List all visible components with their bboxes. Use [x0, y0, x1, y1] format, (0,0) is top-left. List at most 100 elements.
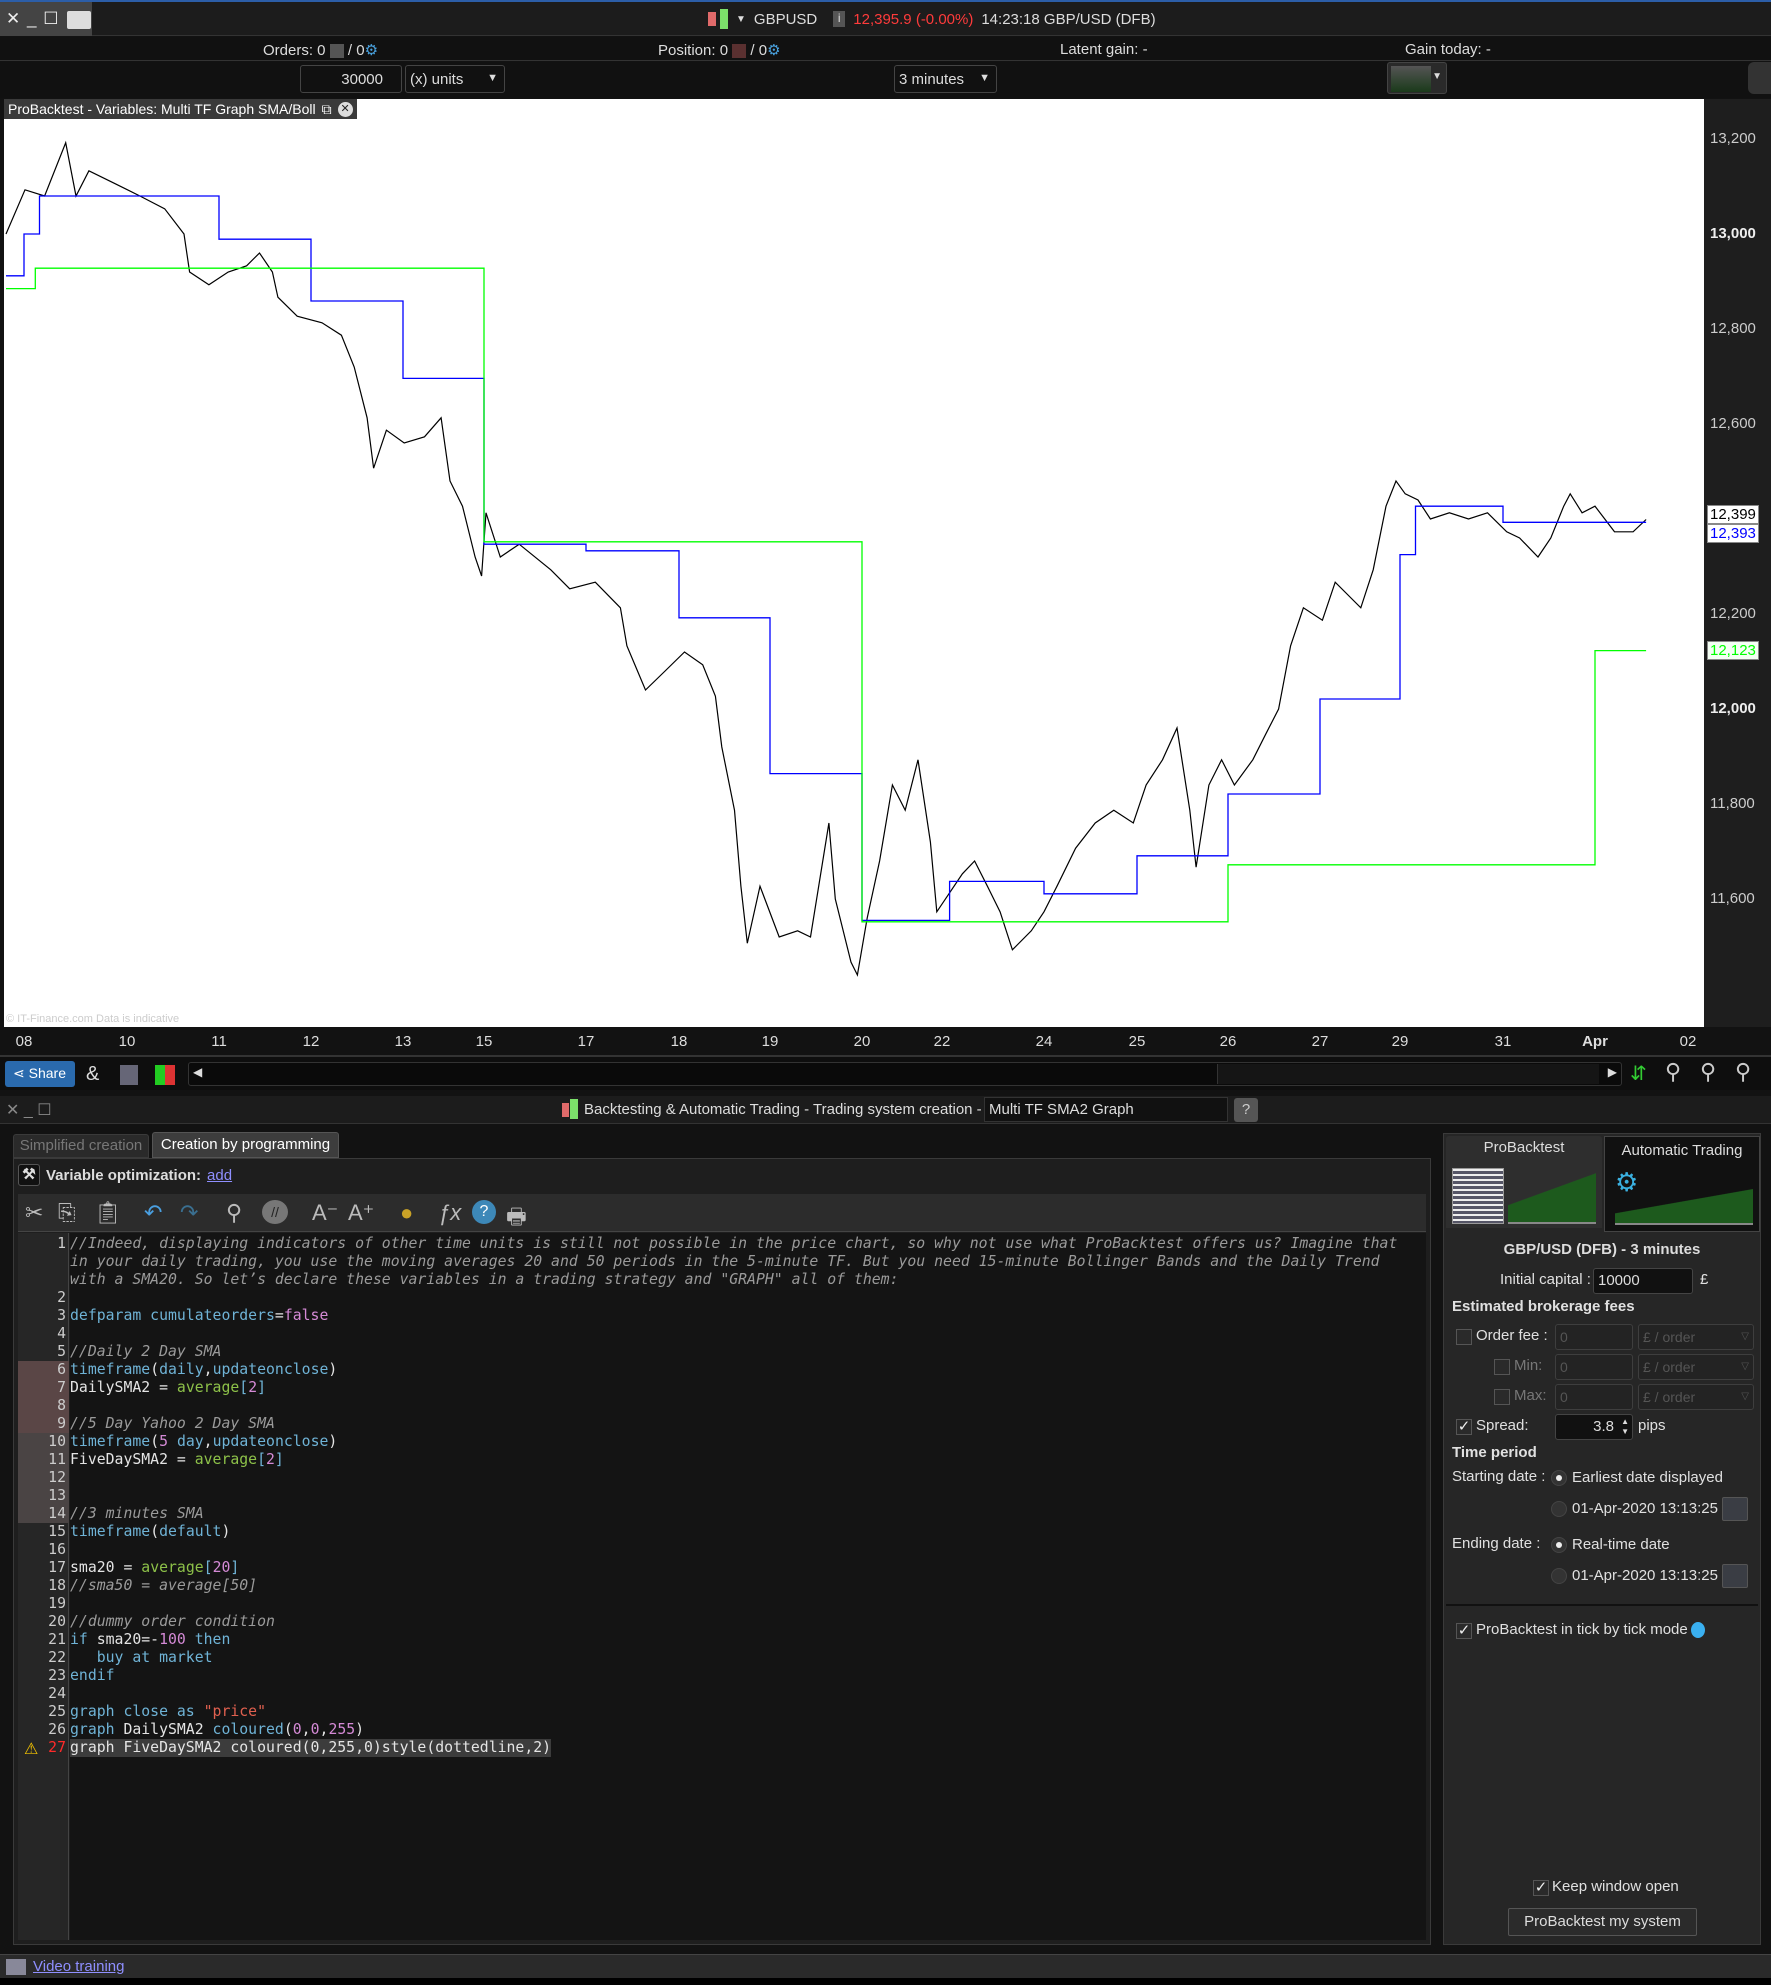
autoscale-icon[interactable]: ⇵: [1630, 1063, 1647, 1085]
close-icon[interactable]: ✕: [6, 1102, 20, 1119]
chevron-down-icon[interactable]: ▼: [736, 13, 746, 25]
max-checkbox[interactable]: [1494, 1389, 1510, 1405]
end-date-radio[interactable]: [1551, 1568, 1567, 1584]
print-icon[interactable]: 🖶︎: [506, 1204, 527, 1229]
start-date-radio[interactable]: [1551, 1501, 1567, 1517]
calendar-icon[interactable]: [1722, 1497, 1748, 1521]
video-training-link[interactable]: Video training: [33, 1958, 125, 1975]
code-line[interactable]: sma20 = average[20]: [70, 1559, 239, 1577]
code-line[interactable]: //Daily 2 Day SMA: [70, 1343, 221, 1361]
chart-scrollbar[interactable]: ◀ ▶: [188, 1062, 1622, 1086]
minimize-icon[interactable]: _: [26, 9, 37, 28]
code-line[interactable]: DailySMA2 = average[2]: [70, 1379, 266, 1397]
volume-icon[interactable]: [155, 1065, 175, 1085]
scrollbar-thumb[interactable]: [1217, 1064, 1599, 1084]
code-line[interactable]: //dummy order condition: [70, 1613, 275, 1631]
keyboard-icon[interactable]: [67, 10, 92, 29]
tab-simplified-creation[interactable]: Simplified creation: [13, 1134, 149, 1158]
minimize-icon[interactable]: _: [23, 1102, 33, 1119]
min-fee-unit[interactable]: £ / order ▽: [1638, 1354, 1754, 1380]
share-button[interactable]: ⋖ Share: [5, 1061, 75, 1087]
code-line[interactable]: //5 Day Yahoo 2 Day SMA: [70, 1415, 275, 1433]
code-line[interactable]: graph FiveDaySMA2 coloured(0,255,0)style…: [70, 1739, 552, 1757]
close-icon[interactable]: ✕: [6, 9, 21, 28]
warning-icon[interactable]: ⚠: [24, 1741, 39, 1758]
system-name-input[interactable]: Multi TF SMA2 Graph: [984, 1097, 1228, 1122]
lightbulb-icon[interactable]: ●: [400, 1200, 414, 1225]
code-editor[interactable]: [70, 1233, 1426, 1940]
gear-icon[interactable]: ⚙: [364, 42, 379, 59]
price-axis[interactable]: [1704, 99, 1771, 1027]
zoom-out-icon[interactable]: ⚲: [1700, 1059, 1717, 1084]
copy-icon[interactable]: ⎘: [58, 1200, 76, 1225]
chart-area[interactable]: [4, 99, 1704, 1027]
gear-icon[interactable]: ⚙: [767, 42, 781, 59]
code-line[interactable]: //3 minutes SMA: [70, 1505, 204, 1523]
tab-creation-by-programming[interactable]: Creation by programming: [152, 1132, 339, 1158]
code-line[interactable]: timeframe(daily,updateonclose): [70, 1361, 337, 1379]
side-arrow-icon[interactable]: [1748, 62, 1771, 94]
max-fee-unit[interactable]: £ / order ▽: [1638, 1384, 1754, 1410]
maximize-icon[interactable]: ☐: [43, 9, 59, 28]
initial-capital-input[interactable]: 10000: [1593, 1268, 1693, 1294]
code-line[interactable]: timeframe(5 day,updateonclose): [70, 1433, 337, 1451]
calendar-icon[interactable]: [1722, 1564, 1748, 1588]
min-checkbox[interactable]: [1494, 1359, 1510, 1375]
code-line[interactable]: if sma20=-100 then: [70, 1631, 230, 1649]
spread-stepper[interactable]: 3.8 ▲ ▼: [1555, 1414, 1633, 1440]
comment-icon[interactable]: //: [262, 1200, 288, 1224]
code-line[interactable]: defparam cumulateorders=false: [70, 1307, 328, 1325]
code-line[interactable]: endif: [70, 1667, 115, 1685]
code-line[interactable]: in your daily trading, you use the movin…: [70, 1253, 1380, 1271]
search-icon[interactable]: ⚲: [226, 1200, 243, 1225]
help-icon[interactable]: ?: [472, 1200, 496, 1224]
cut-icon[interactable]: ✂: [25, 1200, 44, 1225]
min-fee-input[interactable]: 0: [1555, 1354, 1633, 1380]
drawing-tool-icon[interactable]: &: [86, 1063, 100, 1085]
code-token: ]: [230, 1559, 240, 1576]
indicators-button[interactable]: ▼: [1387, 62, 1447, 94]
start-earliest-radio[interactable]: [1551, 1470, 1567, 1486]
redo-icon[interactable]: ↷: [180, 1200, 199, 1225]
code-line[interactable]: graph DailySMA2 coloured(0,0,255): [70, 1721, 364, 1739]
zoom-fit-icon[interactable]: ⚲: [1665, 1059, 1682, 1084]
undo-icon[interactable]: ↶: [144, 1200, 163, 1225]
timeframe-dropdown[interactable]: 3 minutes ▼: [894, 65, 997, 93]
zoom-in-icon[interactable]: ⚲: [1735, 1059, 1752, 1084]
font-decrease-icon[interactable]: A⁻: [312, 1200, 339, 1225]
tab-automatic-trading[interactable]: Automatic Trading ⚙: [1604, 1136, 1760, 1232]
help-icon[interactable]: ?: [1234, 1098, 1258, 1122]
code-line[interactable]: FiveDaySMA2 = average[2]: [70, 1451, 284, 1469]
code-line[interactable]: //sma50 = average[50]: [70, 1577, 257, 1595]
units-dropdown[interactable]: (x) units ▼: [405, 65, 505, 93]
max-fee-input[interactable]: 0: [1555, 1384, 1633, 1410]
order-fee-unit[interactable]: £ / order ▽: [1638, 1324, 1754, 1350]
font-increase-icon[interactable]: A⁺: [348, 1200, 375, 1225]
order-fee-checkbox[interactable]: [1456, 1329, 1472, 1345]
keep-open-checkbox[interactable]: ✓: [1533, 1879, 1549, 1896]
cancel-orders-icon[interactable]: [329, 44, 344, 59]
function-icon[interactable]: ƒx: [438, 1200, 462, 1225]
add-variable-link[interactable]: add: [207, 1166, 233, 1184]
info-bubble-icon[interactable]: [1691, 1622, 1705, 1638]
end-realtime-radio[interactable]: [1551, 1537, 1567, 1553]
spread-checkbox[interactable]: ✓: [1456, 1418, 1472, 1435]
tick-mode-checkbox[interactable]: ✓: [1456, 1622, 1472, 1639]
paste-icon[interactable]: 📋︎: [94, 1200, 122, 1225]
code-line[interactable]: //Indeed, displaying indicators of other…: [70, 1235, 1397, 1253]
code-line[interactable]: timeframe(default): [70, 1523, 230, 1541]
code-line[interactable]: with a SMA20. So let’s declare these var…: [70, 1271, 899, 1289]
probacktest-run-button[interactable]: ProBacktest my system: [1508, 1908, 1697, 1936]
close-position-icon[interactable]: [732, 44, 747, 59]
code-line[interactable]: buy at market: [70, 1649, 213, 1667]
maximize-icon[interactable]: ☐: [37, 1102, 52, 1119]
tab-probacktest[interactable]: ProBacktest: [1446, 1136, 1602, 1228]
list-icon[interactable]: [120, 1065, 138, 1085]
code-line[interactable]: graph close as "price": [70, 1703, 266, 1721]
close-icon[interactable]: ✕: [337, 101, 353, 117]
order-fee-input[interactable]: 0: [1555, 1324, 1633, 1350]
quantity-input[interactable]: 30000: [300, 65, 402, 93]
detach-icon[interactable]: ⧉: [321, 100, 332, 117]
info-icon[interactable]: i: [833, 11, 846, 27]
symbol-selector[interactable]: GBPUSD: [753, 10, 818, 28]
